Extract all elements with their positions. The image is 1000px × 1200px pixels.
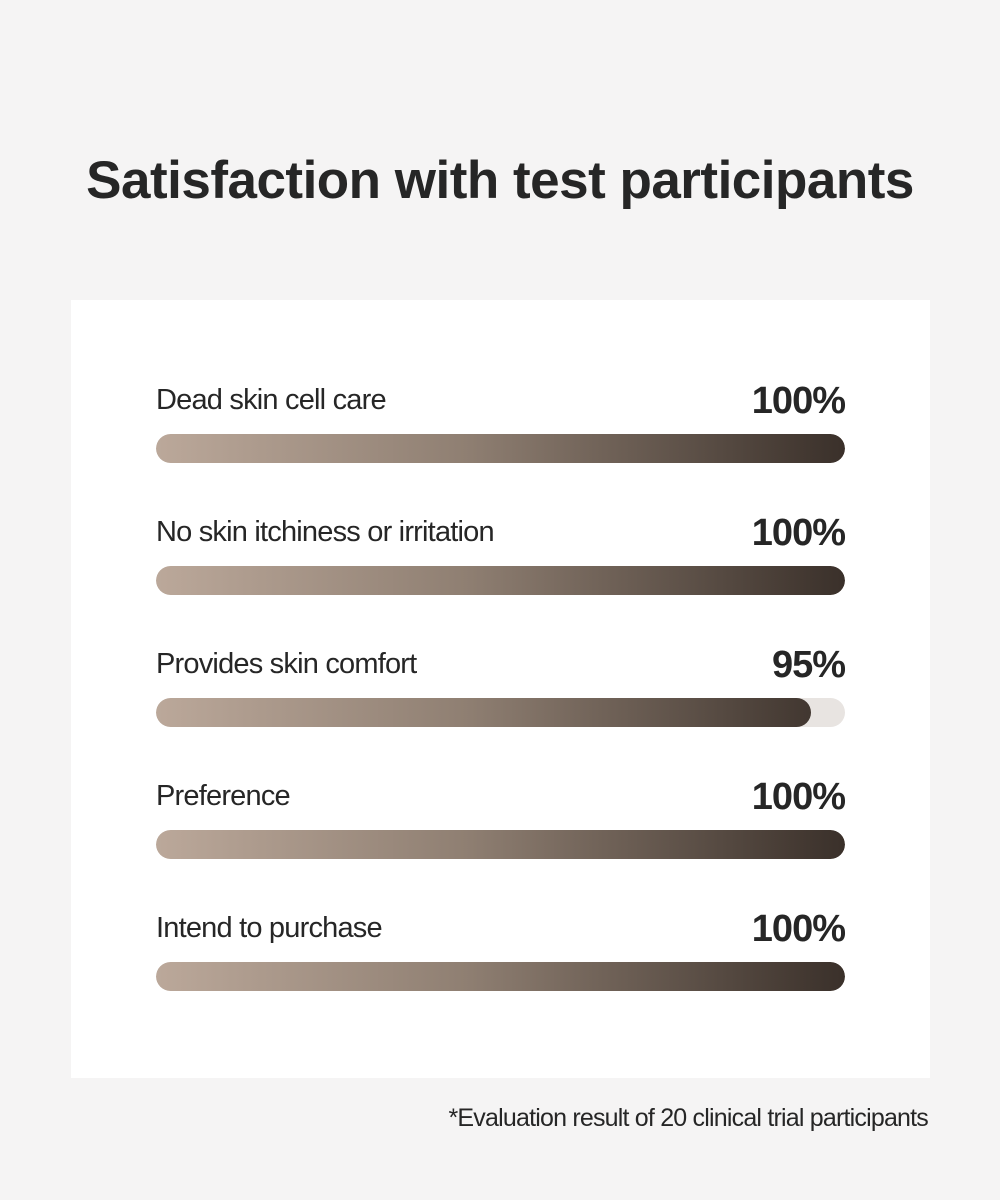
bar-track: [156, 434, 845, 463]
bar-value-label: 100%: [751, 776, 846, 818]
bar-row-intend-to-purchase: Intend to purchase 100%: [156, 828, 846, 991]
bar-row-no-skin-itchiness: No skin itchiness or irritation 100%: [156, 432, 846, 595]
bar-track: [156, 698, 845, 727]
bar-row-dead-skin-cell-care: Dead skin cell care 100%: [156, 300, 846, 463]
satisfaction-card: Dead skin cell care 100% No skin itchine…: [71, 300, 930, 1078]
bar-row-provides-skin-comfort: Provides skin comfort 95%: [156, 564, 846, 727]
bar-value-label: 95%: [771, 644, 846, 686]
bar-value-label: 100%: [751, 908, 846, 950]
bar-label: Provides skin comfort: [156, 648, 417, 680]
bar-value-label: 100%: [751, 512, 846, 554]
bar-track: [156, 566, 845, 595]
bar-track: [156, 962, 845, 991]
bar-label: No skin itchiness or irritation: [156, 516, 495, 548]
footnote: *Evaluation result of 20 clinical trial …: [448, 1104, 929, 1132]
bar-label: Intend to purchase: [156, 912, 383, 944]
bar-label: Preference: [156, 780, 291, 812]
bar-label: Dead skin cell care: [156, 384, 387, 416]
page-title: Satisfaction with test participants: [86, 151, 914, 210]
bar-fill: [156, 434, 845, 463]
bar-value-label: 100%: [751, 380, 846, 422]
bar-fill: [156, 566, 845, 595]
bar-fill: [156, 830, 845, 859]
bar-fill: [156, 962, 845, 991]
bar-row-preference: Preference 100%: [156, 696, 846, 859]
bar-track: [156, 830, 845, 859]
bar-fill: [156, 698, 811, 727]
